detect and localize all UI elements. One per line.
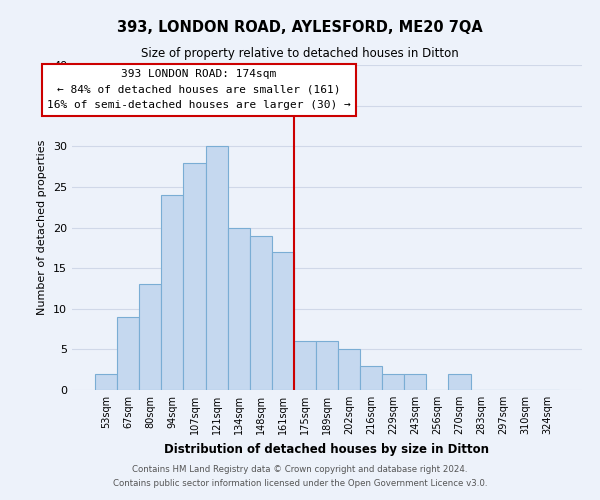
Bar	[95, 374, 117, 390]
Y-axis label: Number of detached properties: Number of detached properties	[37, 140, 47, 315]
Bar	[338, 350, 360, 390]
X-axis label: Distribution of detached houses by size in Ditton: Distribution of detached houses by size …	[164, 442, 490, 456]
Bar	[272, 252, 294, 390]
Bar	[448, 374, 470, 390]
Bar	[316, 341, 338, 390]
Text: Contains HM Land Registry data © Crown copyright and database right 2024.
Contai: Contains HM Land Registry data © Crown c…	[113, 466, 487, 487]
Bar	[184, 162, 206, 390]
Bar	[360, 366, 382, 390]
Bar	[161, 195, 184, 390]
Bar	[117, 317, 139, 390]
Text: Size of property relative to detached houses in Ditton: Size of property relative to detached ho…	[141, 48, 459, 60]
Bar	[206, 146, 227, 390]
Bar	[227, 228, 250, 390]
Text: 393 LONDON ROAD: 174sqm
← 84% of detached houses are smaller (161)
16% of semi-d: 393 LONDON ROAD: 174sqm ← 84% of detache…	[47, 69, 351, 110]
Bar	[382, 374, 404, 390]
Bar	[404, 374, 427, 390]
Bar	[139, 284, 161, 390]
Bar	[250, 236, 272, 390]
Bar	[294, 341, 316, 390]
Text: 393, LONDON ROAD, AYLESFORD, ME20 7QA: 393, LONDON ROAD, AYLESFORD, ME20 7QA	[117, 20, 483, 35]
